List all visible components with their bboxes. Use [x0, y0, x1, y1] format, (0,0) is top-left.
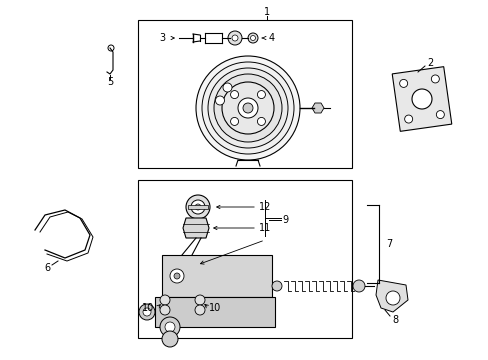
Circle shape — [207, 68, 287, 148]
Text: 4: 4 — [268, 33, 274, 43]
Text: 11: 11 — [258, 223, 270, 233]
Circle shape — [385, 291, 399, 305]
Bar — [155, 297, 274, 327]
Circle shape — [435, 111, 444, 118]
Circle shape — [404, 115, 412, 123]
Circle shape — [191, 200, 204, 214]
Circle shape — [223, 83, 231, 92]
Circle shape — [185, 195, 209, 219]
Text: 12: 12 — [258, 202, 271, 212]
Circle shape — [108, 45, 114, 51]
Polygon shape — [183, 218, 208, 238]
Circle shape — [142, 308, 151, 316]
Bar — [138, 180, 351, 338]
Circle shape — [430, 75, 438, 83]
Circle shape — [250, 36, 255, 40]
Circle shape — [271, 281, 282, 291]
Polygon shape — [311, 103, 324, 113]
Circle shape — [162, 331, 178, 347]
Circle shape — [196, 56, 299, 160]
Circle shape — [230, 91, 238, 99]
Polygon shape — [391, 67, 451, 131]
Circle shape — [243, 103, 252, 113]
Circle shape — [202, 62, 293, 154]
Text: 7: 7 — [385, 239, 391, 249]
Circle shape — [247, 33, 258, 43]
Circle shape — [174, 273, 180, 279]
Text: 1: 1 — [264, 7, 269, 17]
Circle shape — [170, 269, 183, 283]
Circle shape — [257, 91, 265, 99]
Text: 3: 3 — [159, 33, 165, 43]
Circle shape — [160, 305, 170, 315]
Circle shape — [411, 89, 431, 109]
Bar — [138, 20, 351, 168]
Circle shape — [222, 82, 273, 134]
Circle shape — [160, 317, 180, 337]
Circle shape — [214, 74, 282, 142]
Circle shape — [215, 96, 224, 105]
Bar — [187, 205, 207, 209]
Text: 6: 6 — [44, 263, 50, 273]
Circle shape — [195, 305, 204, 315]
Circle shape — [195, 204, 201, 210]
Text: 9: 9 — [282, 215, 287, 225]
Circle shape — [164, 322, 175, 332]
Text: 10: 10 — [142, 303, 154, 313]
Text: 5: 5 — [107, 77, 113, 87]
Circle shape — [238, 98, 258, 118]
Circle shape — [399, 80, 407, 87]
Circle shape — [230, 117, 238, 125]
Circle shape — [227, 31, 242, 45]
Circle shape — [139, 304, 155, 320]
Circle shape — [257, 117, 265, 125]
Polygon shape — [375, 280, 407, 312]
Circle shape — [195, 295, 204, 305]
Text: 2: 2 — [426, 58, 432, 68]
Text: 10: 10 — [208, 303, 221, 313]
Circle shape — [160, 295, 170, 305]
Circle shape — [352, 280, 364, 292]
Circle shape — [231, 35, 238, 41]
Bar — [162, 255, 271, 297]
Text: 8: 8 — [391, 315, 397, 325]
